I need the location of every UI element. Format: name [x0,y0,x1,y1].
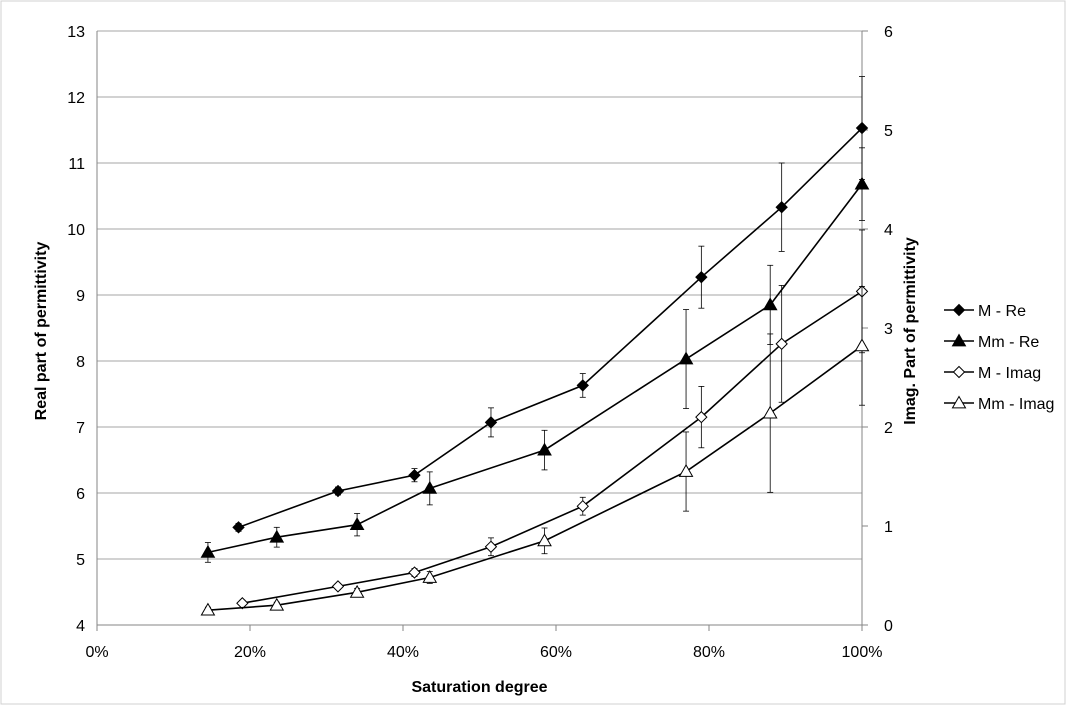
data-point [762,297,778,311]
x-tick-label: 80% [693,644,725,661]
legend-marker [951,333,967,347]
y2-tick-label: 0 [884,618,893,635]
data-point [484,416,498,429]
legend-marker [952,303,966,317]
x-tick-label: 60% [540,644,572,661]
y-tick-label: 5 [76,552,85,569]
y2-tick-label: 2 [884,420,893,437]
y-tick-label: 11 [68,156,85,173]
data-point [854,338,870,352]
data-point [408,468,421,482]
series-m-imag [236,229,869,610]
y-tick-label: 13 [67,24,85,41]
data-point [678,351,694,365]
data-point [269,529,285,543]
y-tick-label: 4 [76,618,85,635]
data-point [408,566,421,579]
legend-entry: Mm - Re [944,333,1039,351]
y2-axis-title: Imag. Part of permittivity [902,237,919,425]
data-point [484,540,498,553]
legend-entry: Mm - Imag [944,395,1054,413]
data-point [695,410,708,424]
legend-entry: M - Re [944,303,1026,320]
series-m-re [232,76,869,534]
data-point [200,602,216,616]
data-point [236,597,249,610]
data-point [269,597,285,611]
data-point [422,569,438,583]
data-point [331,484,345,498]
y-tick-label: 6 [76,486,85,503]
data-point [775,337,788,351]
series-line [238,127,863,529]
y2-tick-label: 5 [884,123,893,140]
series-line [207,345,863,611]
series-line [207,183,863,554]
y2-tick-label: 3 [884,321,893,338]
legend-label: M - Re [978,303,1026,320]
legend-entry: M - Imag [944,365,1041,382]
series-line [242,290,863,605]
series-mm-imag [200,286,870,616]
data-point [695,270,708,284]
data-point [200,544,216,558]
series-layer [200,76,870,616]
x-tick-label: 20% [234,644,266,661]
x-tick-label: 0% [85,644,108,661]
legend-label: Mm - Re [978,334,1039,351]
legend-label: Mm - Imag [978,396,1054,413]
data-point [576,379,589,392]
data-point [537,533,552,547]
y-tick-label: 10 [67,222,85,239]
y2-tick-label: 4 [884,222,893,239]
data-point [678,464,694,477]
y-tick-label: 8 [76,354,85,371]
data-point [537,442,552,456]
gridlines [97,30,862,560]
legend: M - Re Mm - Re M - Imag Mm - Imag [944,303,1054,413]
x-tick-label: 100% [842,644,883,661]
y-tick-label: 12 [67,90,85,107]
y-tick-label: 7 [76,420,85,437]
y2-tick-label: 6 [884,24,893,41]
data-point [232,521,245,534]
data-point [576,499,589,513]
x-axis-title: Saturation degree [411,679,547,696]
data-point [854,176,870,190]
y-tick-label: 9 [76,288,85,305]
data-point [762,405,778,419]
data-point [422,480,438,494]
data-point [855,121,869,135]
legend-label: M - Imag [978,365,1041,382]
legend-marker [951,395,967,409]
series-mm-re [200,147,870,563]
y-axis-title: Real part of permittivity [33,242,50,421]
y2-tick-label: 1 [884,519,893,536]
x-tick-label: 40% [387,644,419,661]
data-point [349,584,365,598]
data-point [349,517,365,531]
legend-marker [952,365,966,379]
data-point [775,201,788,214]
data-point [331,580,345,593]
